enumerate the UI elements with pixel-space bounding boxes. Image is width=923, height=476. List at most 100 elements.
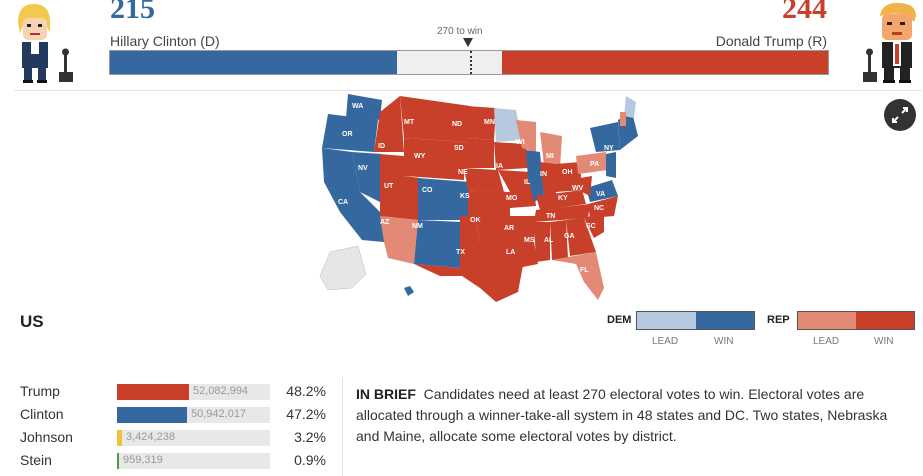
trump-avatar bbox=[862, 0, 922, 84]
state-label-wa: WA bbox=[352, 103, 363, 110]
result-name-johnson: Johnson bbox=[20, 429, 73, 445]
state-sc bbox=[584, 212, 604, 238]
state-label-nv: NV bbox=[358, 165, 368, 172]
state-sd bbox=[464, 138, 494, 168]
state-label-il: IL bbox=[524, 179, 531, 186]
state-ut bbox=[380, 154, 420, 220]
state-il bbox=[526, 150, 544, 202]
in-brief-text: IN BRIEF Candidates need at least 270 el… bbox=[356, 384, 906, 447]
state-nh bbox=[620, 112, 626, 126]
state-label-nm: NM bbox=[412, 223, 423, 230]
state-label-or: OR bbox=[342, 131, 353, 138]
legend-rep-win-swatch bbox=[856, 312, 914, 329]
state-or bbox=[322, 114, 378, 152]
state-label-co: CO bbox=[422, 187, 433, 194]
state-label-ks: KS bbox=[460, 193, 470, 200]
result-pct-stein: 0.9% bbox=[294, 452, 326, 468]
state-in bbox=[540, 162, 556, 196]
state-nm bbox=[414, 220, 462, 268]
state-pa bbox=[576, 152, 608, 174]
state-label-id: ID bbox=[378, 143, 385, 150]
state-ky bbox=[536, 190, 586, 210]
state-ga bbox=[566, 218, 596, 256]
legend-rep-bar bbox=[797, 311, 915, 330]
legend-dem-bar bbox=[636, 311, 755, 330]
in-brief-heading: IN BRIEF bbox=[356, 386, 416, 402]
legend-dem-win-swatch bbox=[695, 312, 754, 329]
state-label-ga: GA bbox=[564, 233, 575, 240]
state-label-tn: TN bbox=[546, 213, 555, 220]
state-ks bbox=[468, 190, 510, 216]
result-bar-fill bbox=[117, 453, 119, 469]
result-name-trump: Trump bbox=[20, 383, 60, 399]
result-votes: 3,424,238 bbox=[126, 431, 175, 443]
state-label-va: VA bbox=[596, 191, 605, 198]
state-va bbox=[586, 180, 618, 202]
state-label-ar: AR bbox=[504, 225, 514, 232]
state-label-ia: IA bbox=[496, 163, 503, 170]
state-label-mn: MN bbox=[484, 119, 495, 126]
state-mi bbox=[540, 132, 562, 168]
state-id bbox=[374, 96, 404, 152]
result-pct-clinton: 47.2% bbox=[286, 406, 326, 422]
state-nc bbox=[588, 196, 618, 218]
state-label-nc: NC bbox=[594, 205, 604, 212]
state-label-sc: SC bbox=[586, 223, 596, 230]
state-nv bbox=[352, 152, 382, 202]
state-nd bbox=[466, 106, 496, 140]
legend-rep-lead-label: LEAD bbox=[813, 336, 840, 347]
state-label-al: AL bbox=[544, 237, 554, 244]
state-ok bbox=[460, 216, 514, 242]
state-labels: WA OR NV CA ID MT WY UT CO AZ NM ND SD NE KS OK TX MN IA MO… bbox=[338, 103, 614, 296]
tally-rep-fill bbox=[502, 51, 828, 74]
state-ny bbox=[590, 122, 620, 152]
state-label-fl: FL bbox=[580, 267, 589, 274]
state-wi bbox=[516, 120, 536, 152]
state-label-az: AZ bbox=[380, 219, 390, 226]
state-label-ok: OK bbox=[470, 217, 481, 224]
region-label: US bbox=[20, 312, 44, 331]
state-ar bbox=[510, 216, 536, 242]
result-name-clinton: Clinton bbox=[20, 406, 64, 422]
state-ak bbox=[319, 245, 367, 291]
result-bar-stein: 959,319 bbox=[117, 453, 270, 469]
state-label-ky: KY bbox=[558, 195, 568, 202]
state-tn bbox=[534, 204, 590, 222]
result-name-stein: Stein bbox=[20, 452, 52, 468]
state-ia bbox=[494, 142, 528, 170]
state-label-ne: NE bbox=[458, 169, 468, 176]
dem-candidate-name: Hillary Clinton (D) bbox=[110, 33, 220, 49]
us-electoral-map[interactable]: WA OR NV CA ID MT WY UT CO AZ NM ND SD NE KS OK TX MN IA MO… bbox=[300, 92, 640, 302]
state-label-tx: TX bbox=[456, 249, 465, 256]
result-pct-johnson: 3.2% bbox=[294, 429, 326, 445]
expand-map-button[interactable] bbox=[884, 99, 916, 131]
expand-arrows-icon bbox=[892, 107, 908, 123]
clinton-avatar bbox=[12, 2, 76, 84]
header-divider bbox=[14, 90, 922, 91]
results-divider bbox=[342, 378, 343, 476]
legend-rep-win-label: WIN bbox=[874, 336, 894, 347]
state-label-ms: MS bbox=[524, 237, 535, 244]
result-votes: 52,082,994 bbox=[193, 385, 249, 397]
state-label-hi: HI bbox=[396, 289, 403, 296]
state-al bbox=[550, 220, 568, 260]
state-me bbox=[624, 96, 636, 118]
state-label-la: LA bbox=[506, 249, 515, 256]
legend-rep-lead-swatch bbox=[798, 312, 856, 329]
state-ca bbox=[322, 148, 388, 242]
state-mn bbox=[494, 108, 522, 142]
state-mo bbox=[498, 170, 536, 208]
state-fl bbox=[552, 252, 604, 300]
state-label-wy: WY bbox=[414, 153, 426, 160]
electoral-tally-bar bbox=[109, 50, 829, 75]
result-votes: 50,942,017 bbox=[191, 408, 247, 420]
dem-electoral-votes: 215 bbox=[110, 0, 155, 25]
state-la bbox=[514, 242, 538, 268]
state-co bbox=[418, 178, 470, 220]
state-wv bbox=[580, 176, 592, 196]
state-label-mt: MT bbox=[404, 119, 415, 126]
state-hi bbox=[404, 286, 414, 296]
tally-dem-fill bbox=[110, 51, 397, 74]
threshold-label: 270 to win bbox=[437, 26, 483, 37]
tally-threshold-line bbox=[470, 51, 472, 74]
